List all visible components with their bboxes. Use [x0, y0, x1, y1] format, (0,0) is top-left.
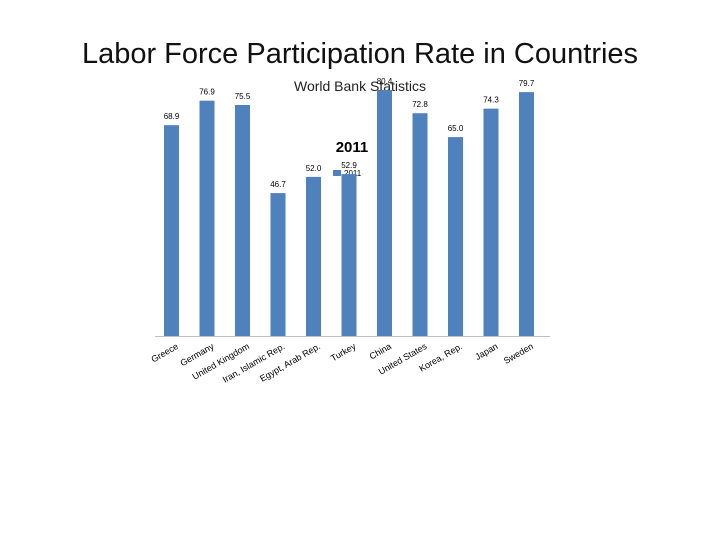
category-label: Iran, Islamic Rep.: [221, 341, 287, 385]
category-label: Sweden: [502, 341, 535, 366]
category-label: Greece: [149, 341, 180, 364]
bar: [448, 137, 463, 336]
data-label: 74.3: [483, 96, 499, 105]
chart-title: 2011: [336, 139, 369, 156]
value-labels: 68.9 76.9 75.5 46.7 52.0 52.9 80.4 72.8 65.0 74.3…: [164, 77, 535, 189]
data-label: 52.9: [341, 161, 357, 170]
bar: [519, 92, 534, 336]
bar: [377, 89, 392, 336]
category-label: China: [368, 341, 393, 361]
data-label: 72.8: [412, 100, 428, 109]
bar: [270, 193, 286, 336]
bar: [483, 108, 499, 336]
bar: [412, 113, 428, 337]
bar: [164, 125, 179, 336]
category-label: Japan: [473, 341, 499, 362]
data-label: 75.5: [235, 92, 251, 101]
bars: [164, 89, 534, 337]
legend-label: 2011: [344, 169, 362, 178]
category-label: Turkey: [329, 341, 358, 363]
bar: [306, 176, 321, 336]
data-label: 52.0: [306, 164, 322, 173]
data-label: 76.9: [199, 88, 215, 97]
bar: [235, 104, 250, 336]
data-label: 80.4: [377, 77, 393, 86]
data-label: 46.7: [270, 180, 286, 189]
bar: [341, 174, 357, 336]
data-label: 65.0: [448, 124, 464, 133]
category-label: Egypt, Arab Rep.: [258, 341, 322, 384]
slide-subtitle: World Bank Statistics: [293, 78, 426, 94]
data-label: 68.9: [164, 112, 180, 121]
data-label: 79.7: [519, 79, 535, 88]
legend-swatch: [333, 170, 341, 176]
legend: 2011: [333, 169, 362, 178]
slide-title: Labor Force Participation Rate in Countr…: [81, 38, 639, 70]
bar: [199, 100, 215, 336]
